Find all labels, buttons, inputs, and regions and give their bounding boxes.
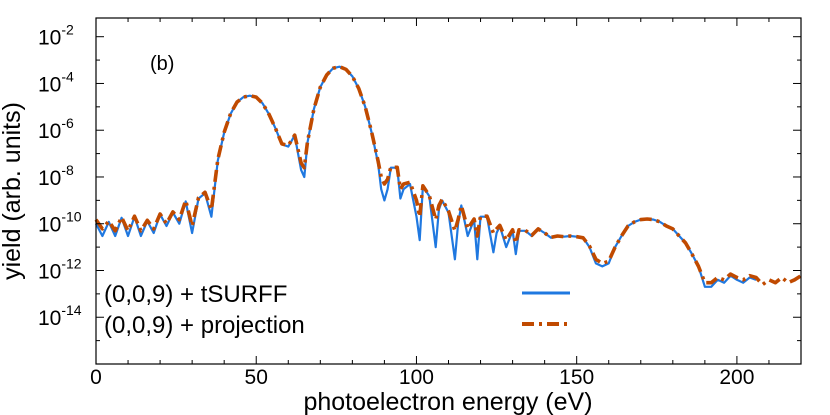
y-axis-title: yield (arb. units) [0, 102, 26, 280]
y-tick-label: 10-8 [38, 162, 74, 190]
y-tick-label: 10-10 [38, 209, 82, 237]
x-tick-label: 200 [719, 366, 754, 389]
y-tick-label: 10-14 [38, 302, 82, 330]
legend: (0,0,9) + tSURFF (0,0,9) + projection [104, 281, 570, 339]
series-line-1 [94, 64, 802, 287]
x-tick-label: 150 [559, 366, 594, 389]
tick-layer [95, 18, 801, 364]
series-line-0 [95, 65, 757, 288]
x-axis-title: photoelectron energy (eV) [303, 388, 592, 415]
series-layer [94, 64, 802, 288]
y-tick-label: 10-12 [38, 255, 82, 283]
legend-label-projection: (0,0,9) + projection [104, 312, 305, 339]
y-tick-label: 10-6 [38, 115, 74, 143]
y-tick-label: 10-2 [38, 22, 74, 50]
legend-label-tsurff: (0,0,9) + tSURFF [104, 281, 287, 308]
x-tick-label: 0 [90, 366, 102, 389]
x-tick-label: 100 [399, 366, 434, 389]
y-tick-label: 10-4 [38, 68, 74, 96]
panel-label: (b) [150, 53, 174, 75]
label-layer: 0 50 100 150 200 10-2 10-4 10-6 10-8 10-10 10-12 10… [38, 22, 754, 389]
x-tick-label: 50 [245, 366, 268, 389]
